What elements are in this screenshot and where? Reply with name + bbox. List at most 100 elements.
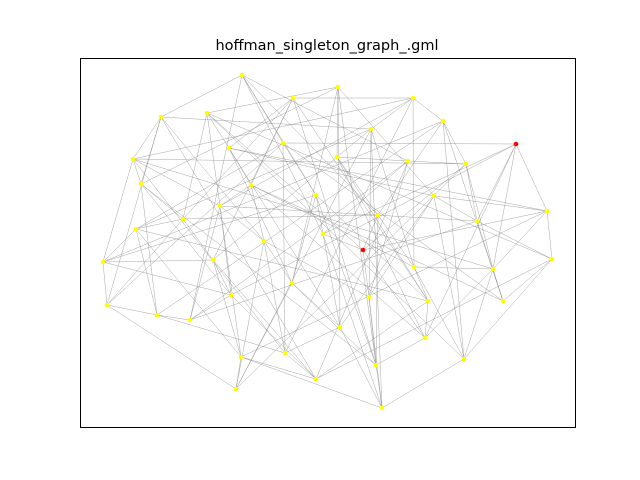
- graph-node-26: [320, 231, 326, 237]
- graph-edge-25-35: [263, 240, 370, 298]
- graph-edge-4-28: [102, 120, 444, 263]
- graph-edge-1-10: [228, 97, 294, 149]
- graph-edge-32-47: [315, 258, 553, 380]
- figure-title: hoffman_singleton_graph_.gml: [215, 38, 438, 54]
- graph-edge-5-19: [515, 143, 548, 212]
- graph-edge-16-21: [219, 184, 252, 207]
- graph-edge-10-33: [228, 147, 293, 284]
- graph-edge-18-41: [339, 195, 435, 328]
- graph-edge-2-7: [206, 86, 339, 114]
- graph-edge-0-40: [189, 74, 243, 321]
- graph-edge-2-15: [140, 86, 339, 185]
- graph-edge-8-48: [235, 128, 372, 390]
- graph-node-42: [422, 335, 428, 341]
- graph-edge-33-45: [291, 282, 377, 366]
- graph-edge-31-42: [424, 268, 494, 339]
- graph-edge-15-45: [140, 183, 377, 366]
- graph-node-1: [290, 95, 296, 101]
- graph-edge-4-39: [156, 120, 444, 316]
- graph-edge-6-25: [160, 116, 265, 242]
- graph-edge-20-24: [135, 218, 184, 230]
- graph-edge-10-19: [228, 147, 548, 212]
- graph-edge-34-47: [230, 294, 317, 380]
- graph-edge-36-42: [424, 300, 429, 339]
- graph-edge-33-48: [235, 282, 293, 390]
- graph-edge-5-23: [476, 143, 517, 222]
- graph-node-46: [461, 356, 467, 362]
- graph-edge-29-34: [212, 259, 232, 296]
- graph-node-12: [334, 154, 340, 160]
- graph-edge-2-33: [291, 86, 339, 284]
- graph-node-49: [379, 405, 385, 411]
- graph-node-11: [280, 140, 286, 146]
- graph-node-38: [104, 302, 110, 308]
- graph-node-15: [138, 181, 144, 187]
- graph-edge-1-45: [292, 97, 377, 366]
- graph-edge-15-34: [140, 183, 232, 296]
- graph-node-6: [158, 114, 164, 120]
- graph-node-40: [187, 317, 193, 323]
- graph-edge-19-43: [240, 210, 548, 358]
- graph-edge-7-32: [206, 112, 553, 260]
- graph-edge-39-40: [156, 314, 191, 321]
- graph-node-3: [410, 95, 416, 101]
- graph-edge-43-48: [235, 356, 242, 390]
- graph-node-14: [463, 161, 469, 167]
- graph-edge-34-40: [189, 294, 232, 321]
- graph-edge-10-18: [228, 147, 435, 197]
- graph-edge-1-36: [292, 97, 429, 302]
- graph-node-21: [217, 203, 223, 209]
- graph-node-29: [210, 257, 216, 263]
- graph-edge-7-10: [206, 112, 230, 149]
- graph-node-24: [133, 226, 139, 232]
- graph-edge-6-9: [132, 116, 162, 160]
- graph-node-16: [248, 182, 254, 188]
- graph-node-30: [411, 264, 417, 270]
- graph-edge-8-35: [368, 128, 372, 298]
- graph-edge-16-30: [250, 184, 415, 268]
- graph-edge-33-41: [291, 282, 341, 328]
- graph-edge-18-23: [433, 195, 478, 222]
- graph-edge-38-48: [106, 304, 237, 390]
- graph-node-22: [375, 212, 381, 218]
- graph-edge-4-14: [442, 120, 467, 165]
- graph-edge-17-26: [315, 194, 324, 235]
- graph-edge-9-28: [102, 158, 134, 263]
- graph-edge-18-35: [368, 195, 435, 298]
- graph-node-35: [366, 294, 372, 300]
- graph-edge-8-49: [370, 128, 383, 409]
- graph-node-0: [239, 72, 245, 78]
- graph-edge-25-44: [263, 240, 286, 354]
- graph-edge-24-39: [135, 228, 158, 316]
- graph-edge-3-4: [412, 97, 444, 122]
- graph-edge-20-29: [182, 218, 214, 261]
- graph-edge-19-31: [492, 210, 548, 270]
- graph-edge-32-46: [463, 258, 553, 360]
- graph-node-33: [289, 280, 295, 286]
- graph-node-32: [549, 256, 555, 262]
- graph-edge-2-18: [337, 86, 435, 197]
- graph-edge-25-48: [235, 240, 265, 390]
- graph-edge-5-31: [492, 143, 517, 270]
- graph-edge-28-29: [102, 259, 214, 263]
- graph-edge-16-37: [250, 184, 504, 302]
- graph-edge-25-33: [263, 240, 293, 284]
- graph-node-48: [233, 386, 239, 392]
- graph-edge-20-38: [106, 218, 184, 306]
- graph-edge-35-49: [368, 296, 383, 409]
- graph-edge-14-48: [235, 163, 467, 390]
- graph-edge-6-47: [160, 116, 317, 380]
- graph-edge-17-28: [102, 194, 317, 263]
- graph-edge-16-25: [250, 184, 265, 242]
- graph-edge-3-30: [412, 97, 415, 268]
- plot-frame: [80, 58, 576, 428]
- graph-edge-20-22: [182, 214, 379, 220]
- graph-edge-22-45: [375, 214, 379, 366]
- graph-edge-38-39: [106, 304, 158, 316]
- graph-edge-31-37: [492, 268, 504, 302]
- graph-edge-4-46: [442, 120, 465, 360]
- graph-node-highlighted-5: [513, 141, 519, 147]
- graph-edge-29-43: [212, 259, 242, 358]
